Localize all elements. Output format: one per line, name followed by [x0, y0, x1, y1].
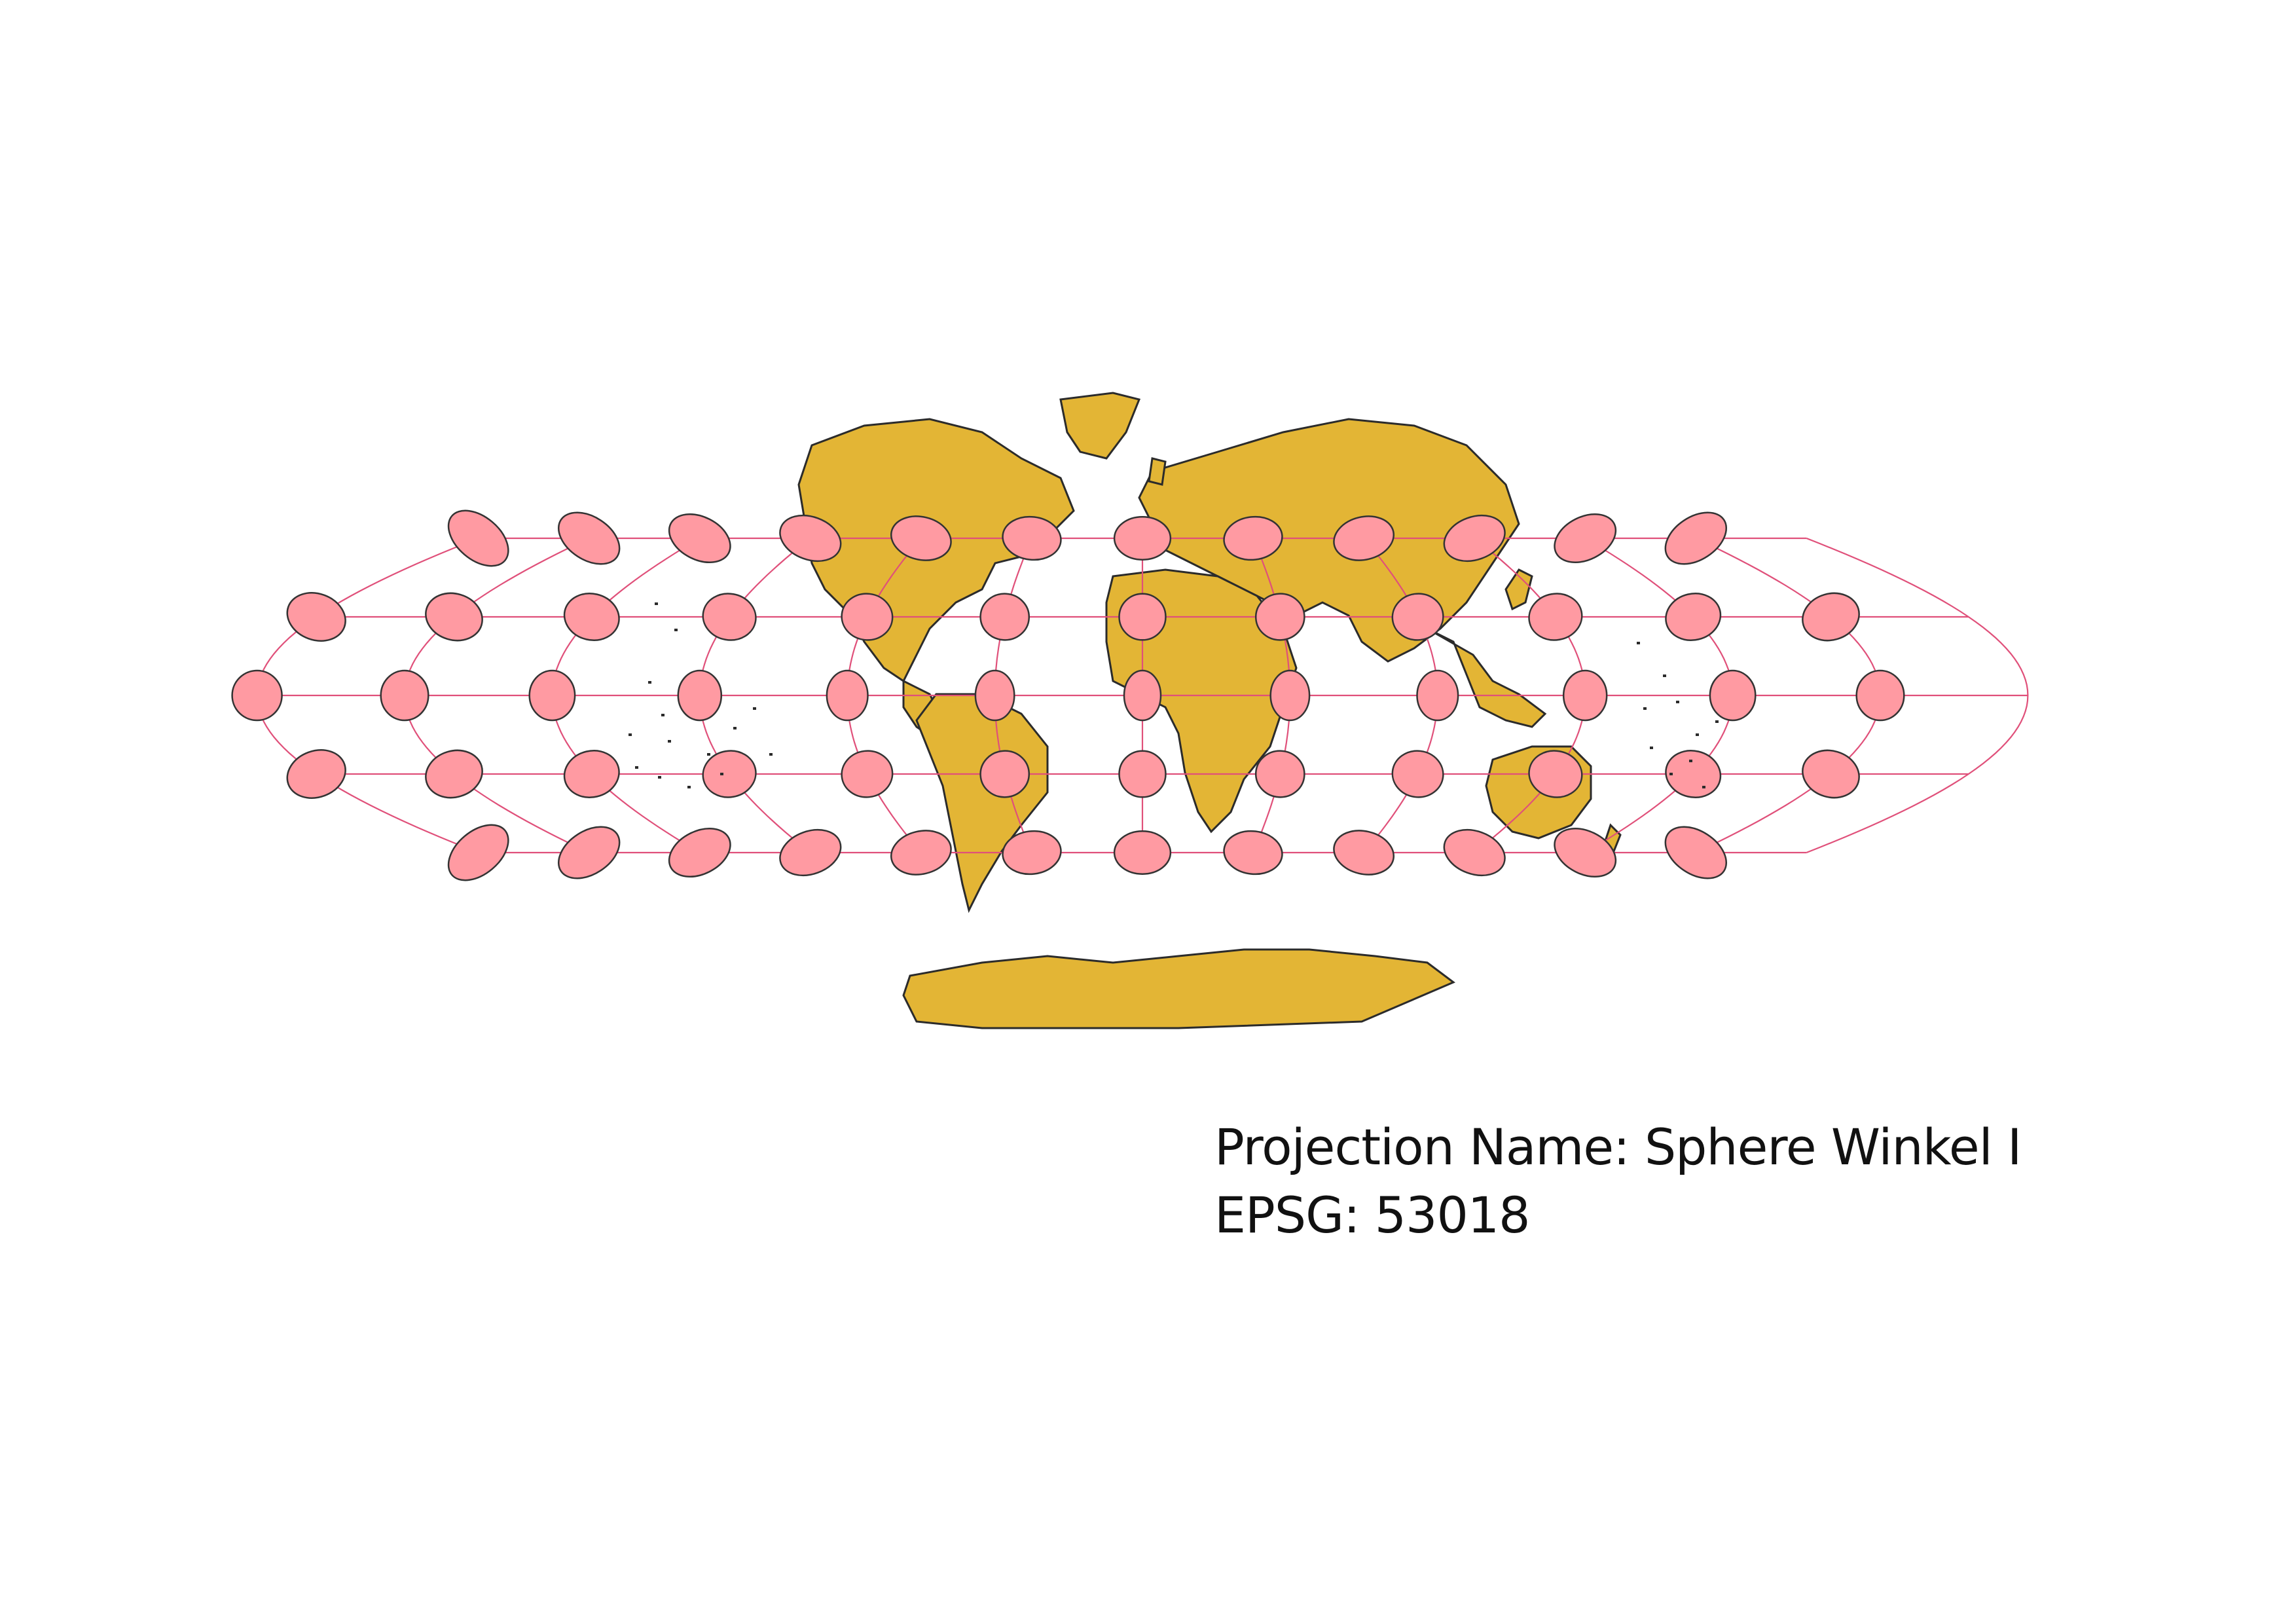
tissot-ellipse: [557, 511, 621, 565]
tissot-ellipse: [1665, 750, 1722, 798]
tissot-ellipse: [1002, 830, 1062, 876]
tissot-ellipse: [231, 669, 283, 722]
island-speck: [1689, 760, 1692, 762]
tissot-ellipse: [1113, 830, 1172, 875]
island-speck: [661, 714, 665, 716]
island-speck: [629, 733, 632, 736]
tissot-ellipse: [557, 826, 621, 879]
tissot-ellipse: [1391, 750, 1444, 798]
island-speck: [1643, 707, 1647, 710]
tissot-ellipse: [677, 669, 723, 722]
tissot-ellipse: [974, 669, 1015, 722]
tissot-ellipse-layer: [231, 509, 1905, 881]
tissot-ellipse: [826, 669, 869, 722]
tissot-ellipse: [841, 593, 894, 641]
island-speck: [674, 629, 678, 631]
island-speck: [753, 707, 756, 710]
south-america-landmass: [915, 693, 1049, 913]
projection-name-label: Projection Name: Sphere Winkel I: [1214, 1118, 2022, 1176]
tissot-ellipse: [380, 669, 429, 722]
tissot-ellipse: [1113, 516, 1172, 561]
island-speck: [1676, 701, 1679, 703]
tissot-ellipse: [1855, 669, 1905, 722]
tissot-ellipse: [1333, 830, 1395, 876]
tissot-ellipse: [1528, 593, 1583, 641]
pacific-islands-layer: [629, 602, 1719, 788]
tissot-ellipse: [979, 593, 1030, 641]
antarctica-landmass: [902, 948, 1455, 1029]
tissot-ellipse: [979, 750, 1030, 798]
japan-landmass: [1504, 568, 1533, 611]
tissot-ellipse: [425, 592, 483, 642]
tissot-ellipse: [668, 828, 731, 877]
tissot-ellipse: [1443, 514, 1506, 563]
tissot-ellipse: [702, 750, 757, 798]
tissot-ellipse: [286, 749, 346, 799]
tissot-ellipse: [1254, 593, 1305, 641]
tissot-ellipse: [1269, 669, 1311, 722]
island-speck: [668, 740, 671, 743]
tissot-ellipse: [779, 514, 842, 563]
island-speck: [658, 776, 661, 779]
tissot-ellipse: [702, 593, 757, 641]
epsg-code-label: EPSG: 53018: [1214, 1186, 1531, 1244]
island-speck: [1696, 733, 1699, 736]
tissot-ellipse: [1443, 828, 1506, 877]
tissot-ellipse: [1709, 669, 1757, 722]
tissot-ellipse: [447, 509, 509, 567]
island-speck: [769, 753, 773, 756]
island-speck: [635, 766, 638, 769]
island-speck: [1637, 642, 1640, 644]
tissot-ellipse: [1562, 669, 1608, 722]
tissot-ellipse: [1333, 515, 1395, 561]
tissot-ellipse: [563, 750, 620, 798]
tissot-ellipse: [1123, 669, 1162, 722]
tissot-ellipse: [1664, 826, 1728, 879]
tissot-ellipse: [1223, 830, 1283, 876]
tissot-ellipse: [1554, 828, 1617, 877]
tissot-ellipse: [890, 830, 952, 876]
island-speck: [648, 681, 651, 684]
southeast-asia-landmass: [1427, 627, 1547, 728]
tissot-ellipse: [1254, 750, 1305, 798]
island-speck: [1715, 720, 1719, 723]
british-isles-landmass: [1148, 457, 1167, 486]
greenland-landmass: [1059, 392, 1141, 460]
tissot-ellipse: [841, 750, 894, 798]
tissot-ellipse: [425, 749, 483, 799]
island-speck: [655, 602, 658, 605]
tissot-ellipse: [528, 669, 576, 722]
tissot-ellipse: [1416, 669, 1459, 722]
tissot-ellipse: [447, 824, 509, 881]
tissot-ellipse: [1528, 750, 1583, 798]
tissot-ellipse: [1391, 593, 1444, 641]
tissot-ellipse: [1554, 513, 1617, 563]
tissot-ellipse: [668, 513, 731, 563]
tissot-ellipse: [563, 593, 620, 641]
island-speck: [1669, 773, 1673, 775]
tissot-ellipse: [1118, 750, 1167, 798]
tissot-ellipse: [1664, 511, 1728, 565]
map-caption: Projection Name: Sphere Winkel I EPSG: 5…: [1214, 1113, 2022, 1249]
tissot-ellipse: [779, 828, 842, 877]
island-speck: [707, 753, 710, 756]
tissot-ellipse: [1802, 592, 1860, 642]
island-speck: [687, 786, 691, 788]
island-speck: [1663, 674, 1666, 677]
tissot-ellipse: [1118, 593, 1167, 641]
tissot-ellipse: [1223, 515, 1283, 561]
tissot-ellipse: [890, 515, 952, 561]
island-speck: [1702, 786, 1705, 788]
island-speck: [720, 773, 723, 775]
tissot-ellipse: [286, 592, 346, 642]
tissot-ellipse: [1002, 515, 1062, 561]
tissot-ellipse: [1665, 593, 1722, 641]
tissot-ellipse: [1802, 749, 1860, 799]
island-speck: [1650, 747, 1653, 749]
island-speck: [733, 727, 737, 729]
land-layer: [797, 392, 1622, 1029]
